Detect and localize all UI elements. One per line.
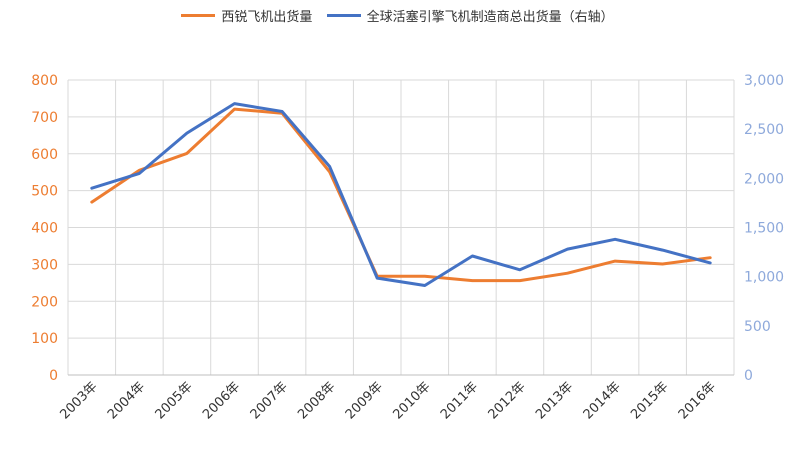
x-tick-label: 2016年 bbox=[676, 379, 719, 422]
y-left-tick-label: 100 bbox=[31, 331, 58, 347]
y-left-tick-label: 300 bbox=[31, 257, 58, 273]
x-tick-label: 2010年 bbox=[390, 379, 433, 422]
y-right-tick-label: 0 bbox=[744, 368, 753, 384]
y-right-tick-label: 2,000 bbox=[744, 171, 784, 187]
y-right-tick-label: 1,000 bbox=[744, 270, 784, 286]
x-tick-label: 2011年 bbox=[438, 379, 481, 422]
y-left-tick-label: 200 bbox=[31, 294, 58, 310]
x-tick-label: 2015年 bbox=[628, 379, 671, 422]
x-tick-label: 2012年 bbox=[486, 379, 529, 422]
x-tick-label: 2013年 bbox=[533, 379, 576, 422]
y-right-tick-label: 500 bbox=[744, 319, 771, 335]
series-line-1 bbox=[90, 107, 712, 283]
y-left-tick-label: 800 bbox=[31, 73, 58, 89]
legend-swatch-series-1 bbox=[181, 14, 216, 17]
y-left-tick-label: 0 bbox=[49, 368, 58, 384]
tick-labels: 0 100 200 300 400 500 600 700 800 0 500 1,000 1,500 2… bbox=[31, 73, 784, 422]
legend: 西锐飞机出货量 全球活塞引擎飞机制造商总出货量（右轴） bbox=[0, 6, 795, 25]
y-left-tick-label: 400 bbox=[31, 221, 58, 237]
series-lines bbox=[90, 102, 712, 287]
x-tick-label: 2004年 bbox=[105, 379, 148, 422]
x-tick-label: 2007年 bbox=[248, 379, 291, 422]
legend-swatch-series-2 bbox=[326, 14, 361, 17]
y-left-tick-label: 500 bbox=[31, 184, 58, 200]
y-right-tick-label: 1,500 bbox=[744, 221, 784, 237]
legend-item-series-2: 全球活塞引擎飞机制造商总出货量（右轴） bbox=[326, 6, 614, 25]
y-right-tick-label: 2,500 bbox=[744, 122, 784, 138]
x-tick-label: 2009年 bbox=[343, 379, 386, 422]
x-tick-label: 2014年 bbox=[581, 379, 624, 422]
series-line-2 bbox=[90, 102, 712, 287]
x-tick-label: 2005年 bbox=[153, 379, 196, 422]
x-tick-label: 2003年 bbox=[57, 379, 100, 422]
legend-label-series-1: 西锐飞机出货量 bbox=[221, 10, 313, 25]
x-tick-label: 2006年 bbox=[200, 379, 243, 422]
legend-item-series-1: 西锐飞机出货量 bbox=[181, 6, 312, 25]
y-right-tick-label: 3,000 bbox=[744, 73, 784, 89]
y-left-tick-label: 700 bbox=[31, 110, 58, 126]
legend-label-series-2: 全球活塞引擎飞机制造商总出货量（右轴） bbox=[366, 10, 614, 25]
y-left-tick-label: 600 bbox=[31, 147, 58, 163]
x-tick-label: 2008年 bbox=[295, 379, 338, 422]
gridlines bbox=[67, 79, 735, 376]
